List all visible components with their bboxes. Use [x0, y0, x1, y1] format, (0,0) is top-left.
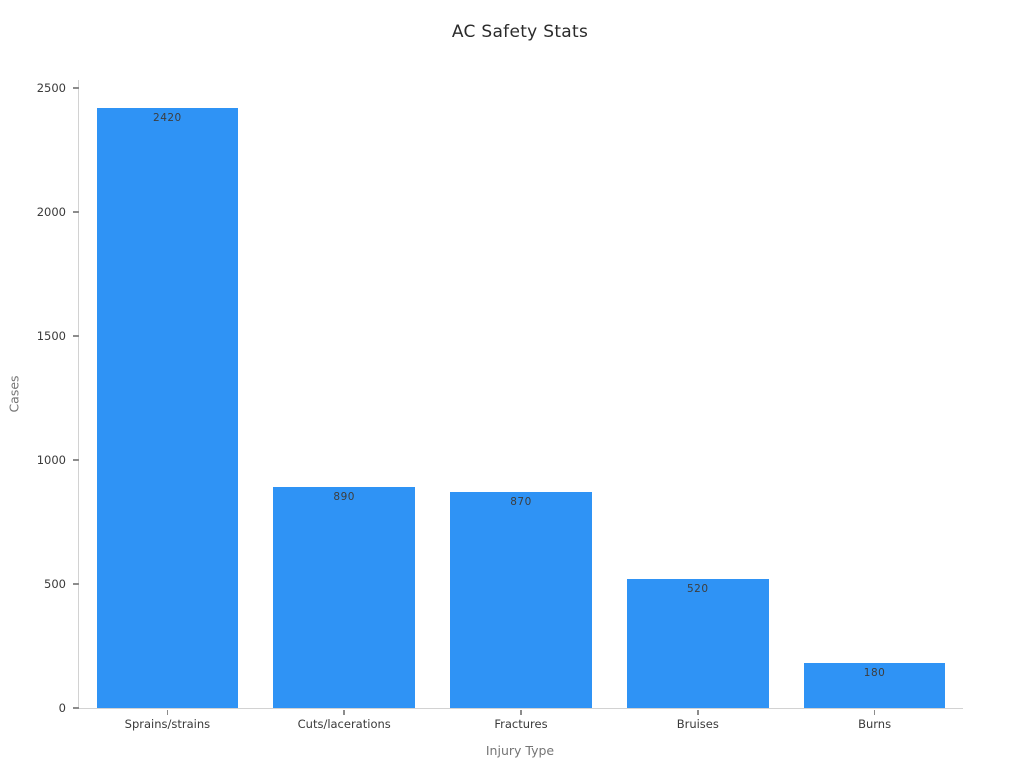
x-tick-mark — [520, 709, 522, 715]
y-tick-mark — [73, 583, 79, 585]
bar-value-label: 520 — [687, 583, 709, 596]
bar-slot: 890 Cuts/lacerations — [256, 80, 433, 731]
bars-container: 2420 Sprains/strains 890 Cuts/lacerations 87… — [79, 80, 963, 731]
bar-slot: 870 Fractures — [433, 80, 610, 731]
x-tick-label: Burns — [858, 717, 892, 731]
y-tick-label: 500 — [44, 577, 66, 591]
x-tick-mark — [697, 709, 699, 715]
x-tick-label: Sprains/strains — [124, 717, 211, 731]
bar-slot: 520 Bruises — [609, 80, 786, 731]
x-axis-label: Injury Type — [485, 743, 555, 758]
bar: 2420 — [96, 107, 239, 708]
bar: 870 — [450, 492, 592, 708]
y-tick-mark — [73, 335, 79, 337]
bar-slot: 2420 Sprains/strains — [79, 80, 256, 731]
y-tick-label: 1000 — [36, 452, 66, 467]
y-tick-mark — [73, 707, 79, 709]
bar-value-label: 2420 — [153, 111, 182, 124]
y-tick-mark — [73, 211, 79, 213]
bar-slot: 180 Burns — [786, 80, 963, 731]
bar-value-label: 870 — [510, 496, 532, 509]
bar: 890 — [273, 487, 415, 708]
y-tick-mark — [73, 87, 79, 89]
bar: 180 — [803, 663, 946, 708]
x-tick-label: Cuts/lacerations — [297, 717, 391, 731]
y-tick-label: 0 — [58, 701, 66, 715]
plot-area: 0 500 1000 1500 2000 2500 2420 Sprains/strains… — [37, 80, 963, 731]
y-axis-label: Cases — [6, 375, 22, 413]
bar-value-label: 180 — [863, 667, 886, 680]
bar-value-label: 890 — [333, 491, 355, 504]
x-tick-mark — [343, 709, 345, 715]
y-tick-label: 2000 — [36, 204, 66, 219]
x-tick-mark — [873, 709, 876, 715]
x-tick-label: Bruises — [676, 717, 719, 731]
chart-title: AC Safety Stats — [451, 22, 589, 42]
x-tick-mark — [166, 709, 169, 715]
x-tick-label: Fractures — [494, 717, 548, 731]
bar: 520 — [627, 579, 769, 708]
y-tick-label: 2500 — [36, 80, 66, 95]
y-tick-label: 1500 — [36, 328, 66, 343]
y-tick-mark — [73, 459, 79, 461]
